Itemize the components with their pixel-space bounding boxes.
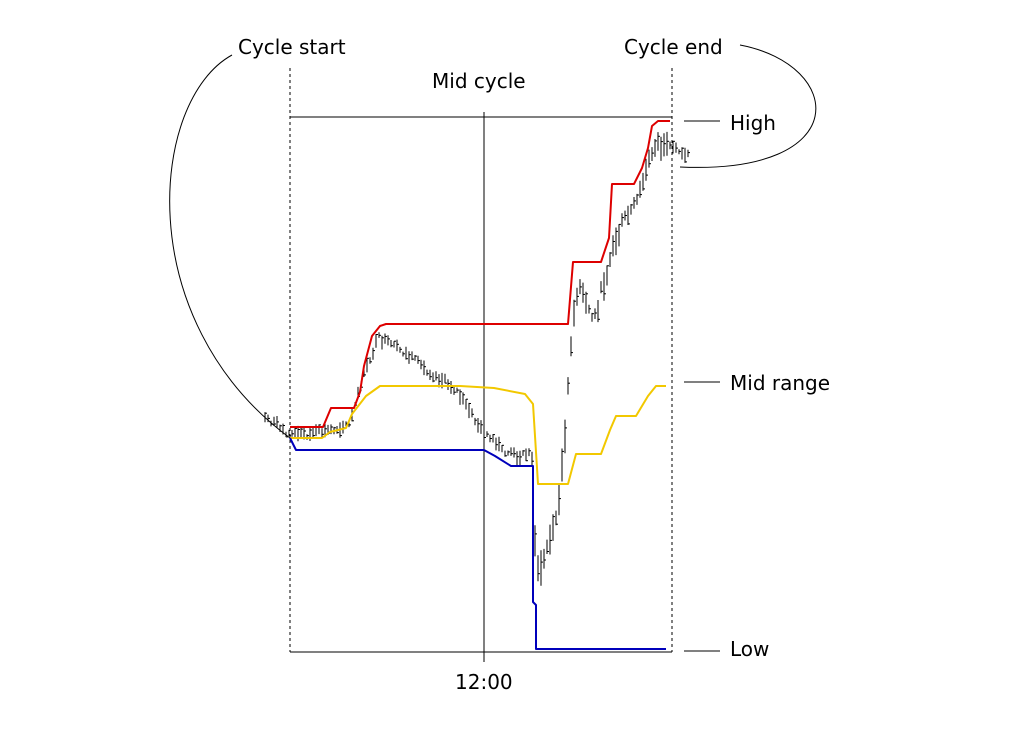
mid-range-line bbox=[290, 385, 666, 485]
cycle-start-label: Cycle start bbox=[238, 35, 346, 59]
price-bars bbox=[264, 131, 690, 586]
cycle-start-callout-curve bbox=[169, 54, 291, 439]
mid-cycle-label: Mid cycle bbox=[432, 69, 526, 93]
cycle-end-label: Cycle end bbox=[624, 35, 723, 59]
cycle-end-callout-curve bbox=[679, 44, 817, 168]
mid-range-label: Mid range bbox=[730, 371, 830, 395]
high-label: High bbox=[730, 111, 776, 135]
high-line bbox=[290, 120, 670, 428]
low-label: Low bbox=[730, 637, 769, 661]
low-line bbox=[289, 437, 666, 650]
time-tick-label: 12:00 bbox=[455, 670, 513, 694]
